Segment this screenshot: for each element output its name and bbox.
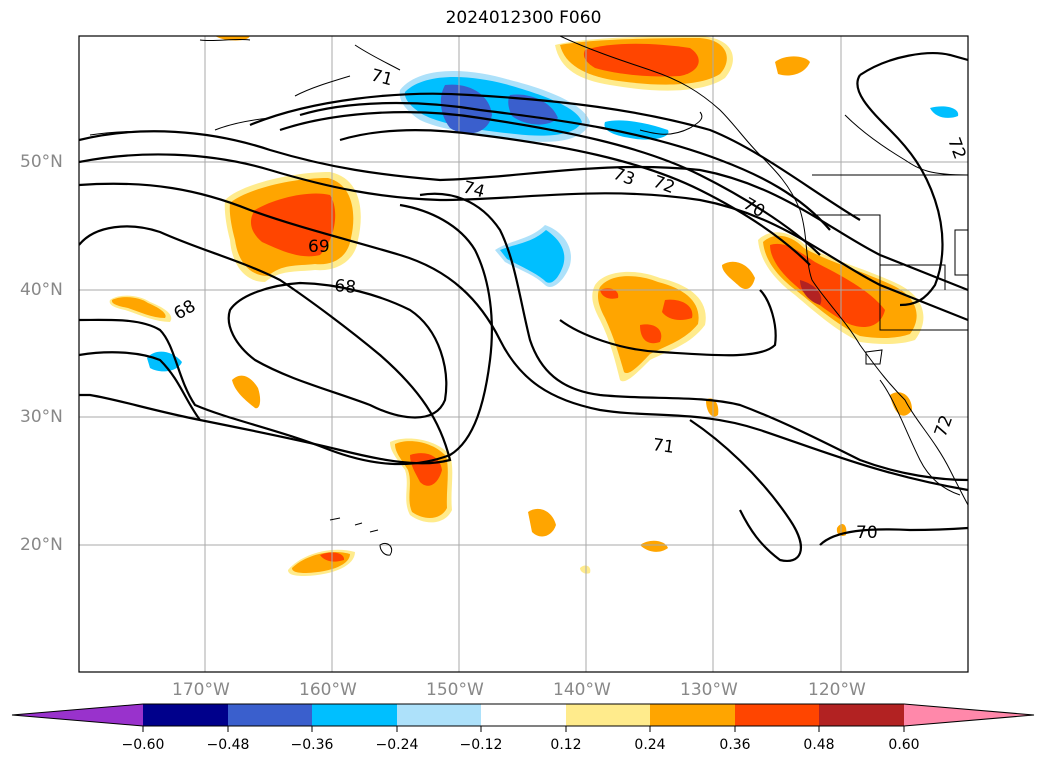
positive-anomaly-region: [706, 398, 719, 417]
colorbar-cell: [650, 704, 735, 726]
map-frame: [78, 35, 969, 673]
colorbar-tick-label: 0.48: [803, 737, 835, 753]
colorbar-cell: [735, 704, 819, 726]
lon-label: 160°W: [299, 680, 357, 700]
coastlines: [89, 36, 968, 556]
colorbar-tick-label: 0.36: [719, 737, 751, 753]
contour-label: 69: [308, 237, 330, 257]
colorbar-cell: [397, 704, 481, 726]
colorbar-tick-label: 0.24: [634, 737, 666, 753]
positive-anomaly-region: [890, 392, 912, 416]
colorbar-tick-label: −0.12: [459, 737, 503, 753]
positive-anomaly-region: [410, 453, 442, 486]
colorbar-cell: [819, 704, 904, 726]
colorbar-cell: [481, 704, 566, 726]
map-title: 2024012300 F060: [445, 8, 602, 28]
lon-label: 130°W: [680, 680, 738, 700]
colorbar-cell: [312, 704, 397, 726]
colorbar-tick-label: −0.36: [290, 737, 334, 753]
negative-anomaly-region: [930, 106, 959, 118]
colorbar-tick-label: −0.48: [206, 737, 250, 753]
colorbar-extend-right: [904, 704, 1034, 726]
colorbar-extend-left: [12, 704, 143, 726]
contour-label: 71: [651, 435, 675, 458]
lon-label: 150°W: [426, 680, 484, 700]
negative-anomaly-region: [604, 120, 669, 140]
positive-anomaly-region: [800, 280, 822, 305]
colorbar-cell: [143, 704, 228, 726]
lat-label: 50°N: [20, 152, 63, 172]
colorbar-cell: [566, 704, 650, 726]
lon-label: 170°W: [172, 680, 230, 700]
positive-anomaly-region: [111, 297, 166, 318]
contour-label: 68: [334, 276, 357, 298]
positive-anomaly-region: [583, 43, 699, 77]
positive-anomaly-region: [528, 508, 556, 537]
colorbar-tick-label: 0.60: [888, 737, 920, 753]
positive-anomaly-region: [232, 375, 261, 409]
positive-anomaly-region: [640, 540, 668, 552]
lat-label: 40°N: [20, 280, 63, 300]
contour-label: 70: [856, 523, 878, 543]
positive-anomaly-region: [600, 288, 693, 344]
lon-label: 140°W: [553, 680, 611, 700]
negative-anomaly-region: [500, 230, 565, 283]
colorbar: [11, 703, 1035, 732]
negative-anomaly-region: [440, 84, 558, 134]
colorbar-cell: [228, 704, 312, 726]
colorbar-tick-label: 0.12: [550, 737, 582, 753]
positive-anomaly-region: [770, 243, 885, 327]
colorbar-tick-label: −0.60: [121, 737, 165, 753]
positive-anomaly-region: [775, 56, 810, 76]
positive-anomaly-region: [580, 565, 591, 574]
height-contours: [79, 52, 968, 563]
lon-label: 120°W: [808, 680, 866, 700]
positive-anomaly-region: [722, 261, 755, 290]
lat-label: 20°N: [20, 535, 63, 555]
map-content: 74 73 72 71 70 69 68 71 70 72 72 68: [79, 36, 968, 672]
lat-label: 30°N: [20, 407, 63, 427]
colorbar-tick-label: −0.24: [375, 737, 419, 753]
